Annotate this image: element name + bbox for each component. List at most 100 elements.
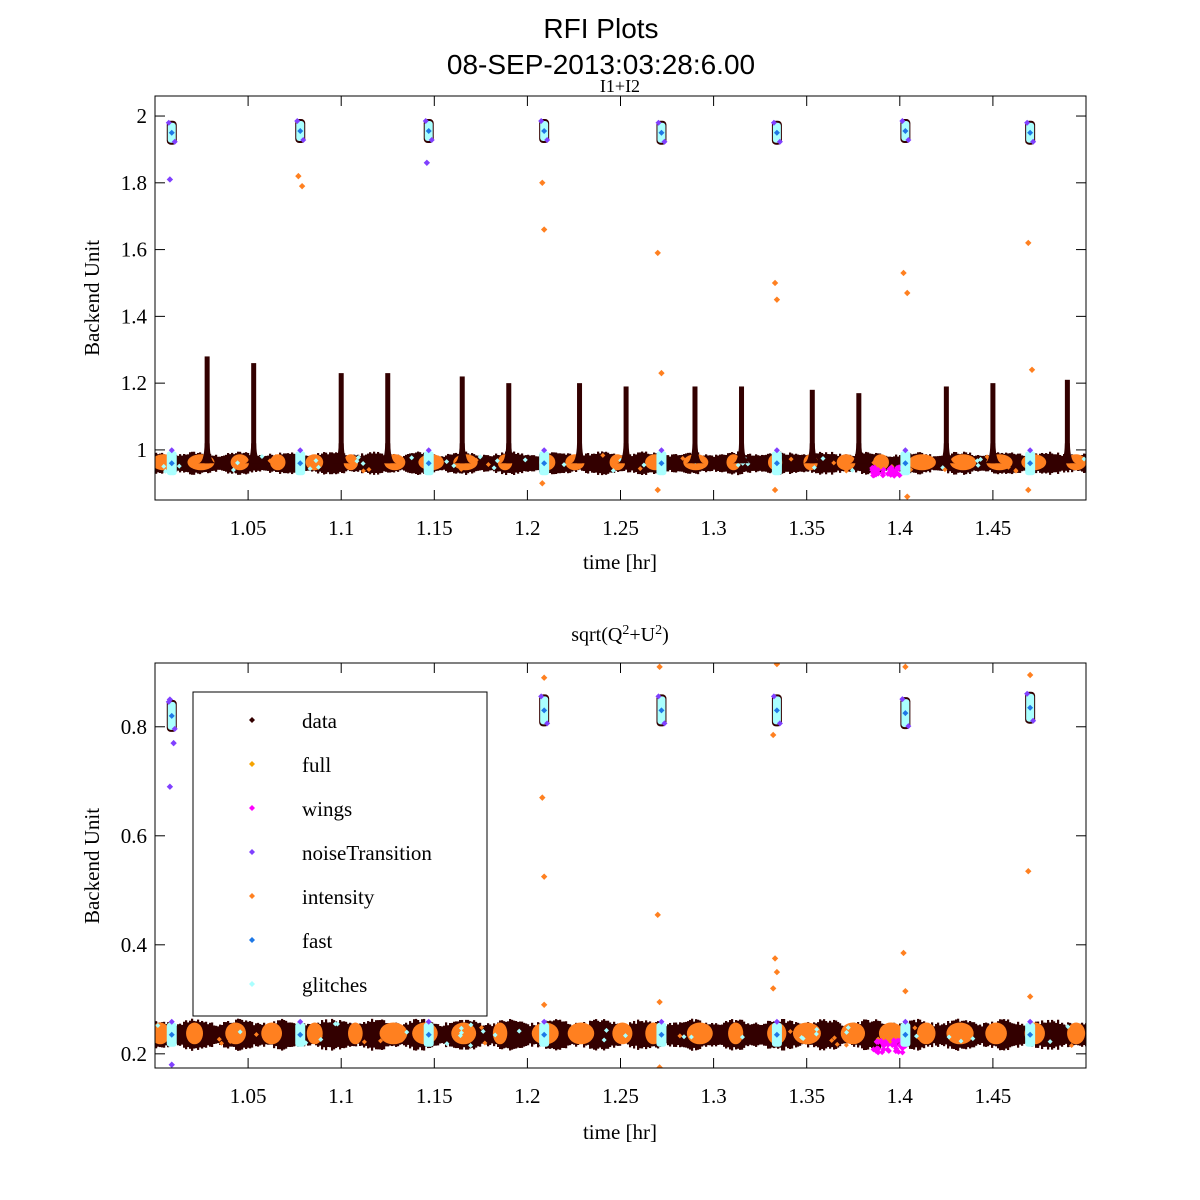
data-point xyxy=(789,1020,792,1050)
glitch-point xyxy=(978,456,984,462)
glitch-point xyxy=(843,1042,849,1048)
glitch-point xyxy=(516,1028,522,1034)
data-point xyxy=(451,454,454,472)
data-point xyxy=(203,1022,206,1048)
baseline-cluster-fast xyxy=(773,460,780,467)
data-point xyxy=(179,1023,182,1046)
data-point xyxy=(285,453,288,474)
intensity-point xyxy=(946,1022,974,1045)
glitch-point xyxy=(892,1025,898,1031)
data-point xyxy=(371,1018,374,1051)
data-point xyxy=(641,451,644,476)
wings-point xyxy=(873,1038,880,1045)
data-point xyxy=(825,1021,828,1049)
data-point xyxy=(757,1024,760,1046)
wings-point xyxy=(899,1049,906,1056)
data-point xyxy=(521,1021,524,1048)
cluster-noise-transition xyxy=(1024,119,1031,126)
glitch-point xyxy=(984,454,990,460)
data-point xyxy=(369,1021,372,1048)
glitch-point xyxy=(473,457,479,463)
data-point xyxy=(595,1019,598,1051)
cluster-fast xyxy=(658,129,665,136)
spike-base xyxy=(849,443,868,464)
ytick-label: 1 xyxy=(137,438,148,462)
spike xyxy=(338,373,344,464)
data-point xyxy=(821,1020,824,1049)
data-point xyxy=(675,454,678,473)
data-point xyxy=(983,1022,986,1047)
data-point xyxy=(491,456,494,471)
data-point xyxy=(405,454,408,472)
glitch-point xyxy=(913,1033,919,1039)
data-point xyxy=(677,455,680,472)
data-point xyxy=(939,1025,942,1045)
wings-point xyxy=(893,1045,900,1052)
glitch-point xyxy=(480,1028,486,1034)
baseline-cluster-fast xyxy=(902,1031,909,1038)
data-point xyxy=(413,453,416,474)
data-point xyxy=(377,1020,380,1050)
glitch-point xyxy=(975,462,981,468)
data-point xyxy=(787,1021,790,1049)
cluster-noise-transition xyxy=(899,696,906,703)
data-point xyxy=(409,453,412,474)
data-point xyxy=(877,1020,880,1049)
data-point xyxy=(869,1022,872,1048)
data-point xyxy=(839,1023,842,1047)
data-point xyxy=(515,1021,518,1049)
glitch-point xyxy=(912,1025,918,1031)
data-point xyxy=(637,1019,640,1050)
data-point xyxy=(721,454,724,473)
data-point xyxy=(793,454,796,473)
baseline-cluster-noise xyxy=(658,1018,665,1025)
data-point xyxy=(561,1021,564,1048)
data-point xyxy=(489,456,492,471)
outlier-intensity xyxy=(1028,366,1036,373)
data-point xyxy=(329,452,332,475)
data-point xyxy=(329,1022,332,1048)
glitch-point xyxy=(468,1022,474,1028)
baseline-cluster-noise xyxy=(902,1018,909,1025)
outlier-intensity xyxy=(900,269,907,277)
xtick-label: 1.05 xyxy=(230,1084,267,1108)
data-point xyxy=(1017,453,1020,473)
data-point xyxy=(711,455,714,472)
data-point xyxy=(527,454,530,472)
glitch-point xyxy=(681,1034,687,1040)
baseline-cluster-fast xyxy=(902,460,909,467)
spike-base xyxy=(499,443,518,464)
cluster-noise-transition xyxy=(661,138,668,145)
outlier-intensity xyxy=(900,949,907,957)
data-point xyxy=(1007,1019,1010,1051)
glitch-point xyxy=(187,1027,193,1033)
glitch-point xyxy=(1074,454,1080,460)
baseline-cluster-fast xyxy=(1027,460,1034,467)
cluster-noise-transition xyxy=(422,118,429,125)
baseline-cluster-fast xyxy=(168,460,175,467)
spike xyxy=(809,389,815,464)
spike-base xyxy=(332,443,351,464)
baseline-cluster-noise xyxy=(297,447,304,454)
data-point xyxy=(981,455,984,471)
data-point xyxy=(245,1020,248,1050)
data-point xyxy=(325,1019,328,1051)
data-point xyxy=(443,456,446,470)
data-point xyxy=(597,451,600,475)
glitch-point xyxy=(871,460,877,466)
glitch-point xyxy=(946,1034,952,1040)
data-point xyxy=(559,453,562,474)
data-point xyxy=(213,1025,216,1045)
data-point xyxy=(727,1022,730,1048)
glitch-point xyxy=(176,463,182,469)
spike xyxy=(251,363,257,464)
glitch-point xyxy=(829,1037,835,1043)
bottom-panel-title: sqrt(Q2+U2) xyxy=(571,623,669,647)
xtick-label: 1.2 xyxy=(514,1084,540,1108)
data-point xyxy=(519,1021,522,1048)
data-point xyxy=(449,454,452,473)
data-point xyxy=(485,1025,488,1045)
legend-label-glitches: glitches xyxy=(302,973,367,997)
cluster-fast xyxy=(168,129,175,136)
glitch-point xyxy=(811,465,817,471)
